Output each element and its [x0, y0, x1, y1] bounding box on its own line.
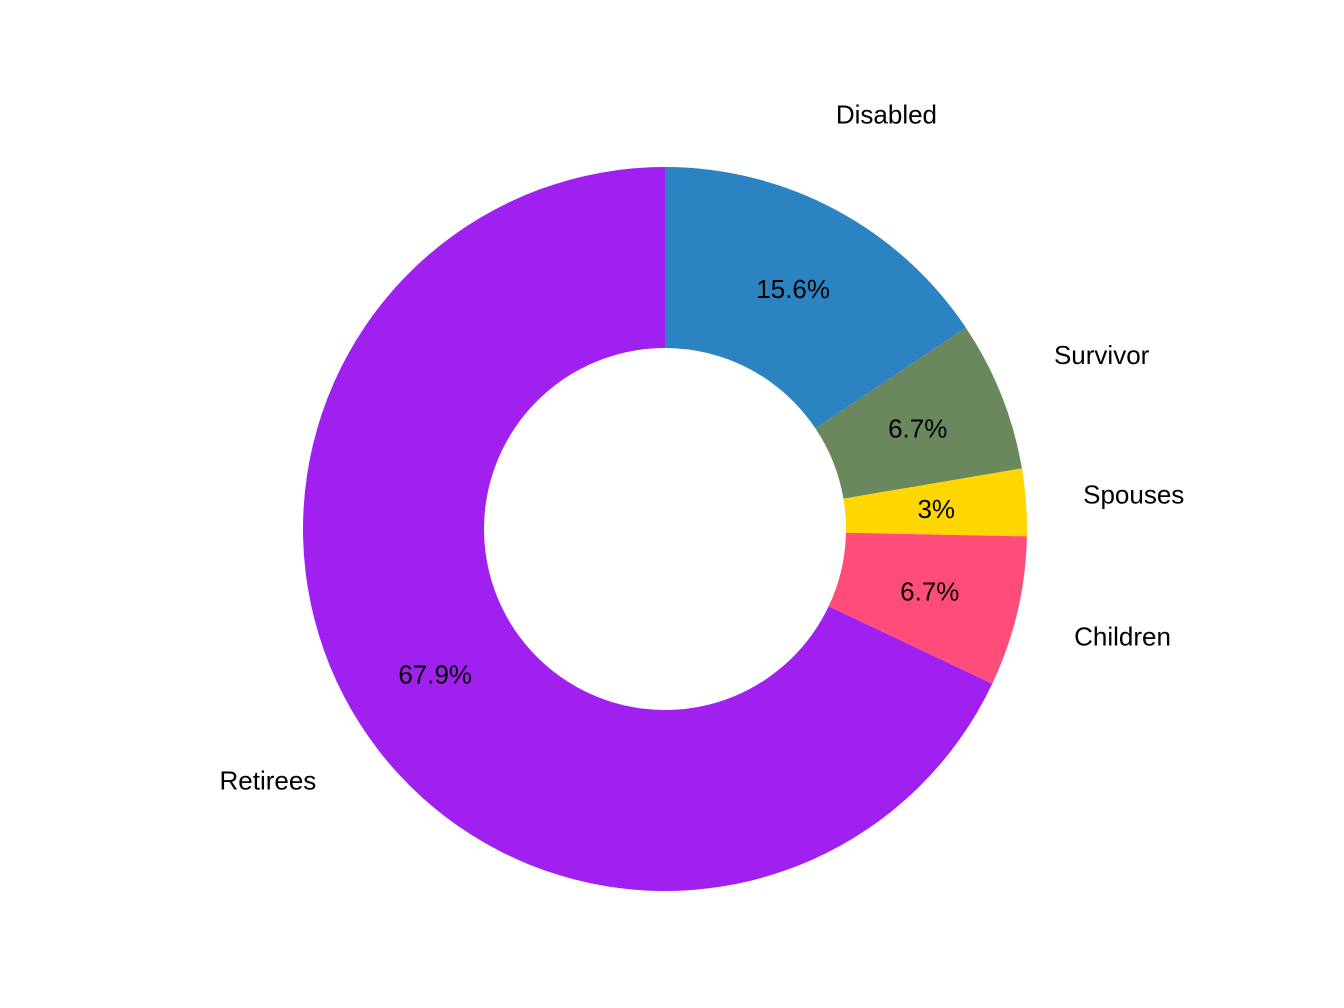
slice-retirees: [303, 166, 993, 892]
slices-group: [303, 166, 1027, 892]
category-label-retirees: Retirees: [219, 765, 316, 795]
slice-children: [828, 532, 1027, 684]
category-label-survivor: Survivor: [1054, 340, 1150, 370]
percent-label-retirees: 67.9%: [398, 660, 472, 690]
category-label-children: Children: [1074, 622, 1171, 652]
slice-survivor: [815, 327, 1022, 499]
percent-label-spouses: 3%: [917, 494, 955, 524]
percent-label-survivor: 6.7%: [888, 413, 947, 443]
slice-disabled: [665, 167, 966, 429]
slice-spouses: [843, 468, 1027, 537]
category-label-spouses: Spouses: [1083, 479, 1184, 509]
category-labels-group: Disabled Survivor Spouses Children Retirees: [219, 99, 1184, 795]
percent-labels-group: 15.6% 6.7% 3% 6.7% 67.9%: [398, 274, 959, 689]
category-label-disabled: Disabled: [836, 99, 937, 129]
percent-label-children: 6.7%: [900, 576, 959, 606]
percent-label-disabled: 15.6%: [756, 274, 830, 304]
